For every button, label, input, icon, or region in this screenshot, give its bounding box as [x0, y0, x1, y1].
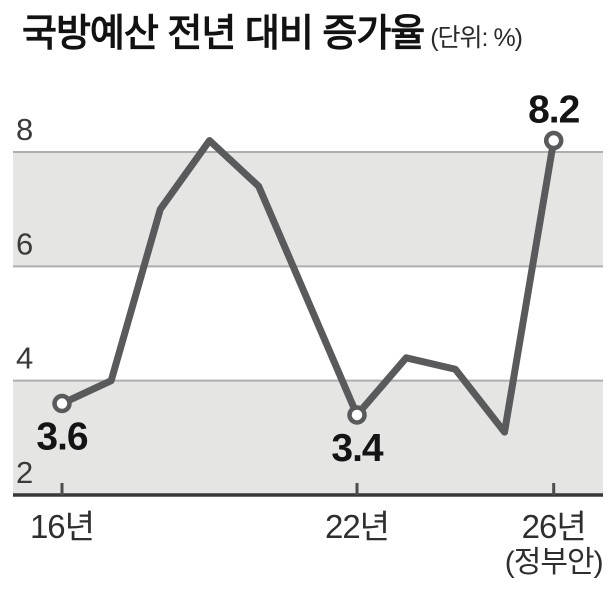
- y-tick-label: 8: [16, 112, 33, 147]
- data-point-marker: [347, 405, 367, 425]
- point-value-label: 3.6: [36, 416, 88, 459]
- x-tick-label: 22년: [325, 508, 389, 545]
- x-tick-sublabel: (정부안): [505, 546, 603, 579]
- chart-title: 국방예산 전년 대비 증가율 (단위: %): [22, 12, 523, 64]
- grid-stripe: [13, 380, 603, 495]
- y-tick-label: 2: [16, 455, 33, 490]
- grid-stripe: [13, 151, 603, 267]
- data-point-marker: [52, 393, 72, 414]
- y-tick-label: 6: [16, 226, 33, 261]
- y-tick-label: 4: [16, 341, 33, 376]
- chart-unit-label: (단위: %): [430, 24, 523, 52]
- data-point-marker: [543, 130, 564, 151]
- data-line: [58, 137, 558, 436]
- x-tick-label: 16년: [30, 508, 94, 545]
- point-value-label: 8.2: [528, 89, 580, 132]
- x-tick-label: 26년: [522, 508, 586, 545]
- point-value-label: 3.4: [331, 427, 384, 470]
- chart-title-text: 국방예산 전년 대비 증가율: [22, 13, 425, 55]
